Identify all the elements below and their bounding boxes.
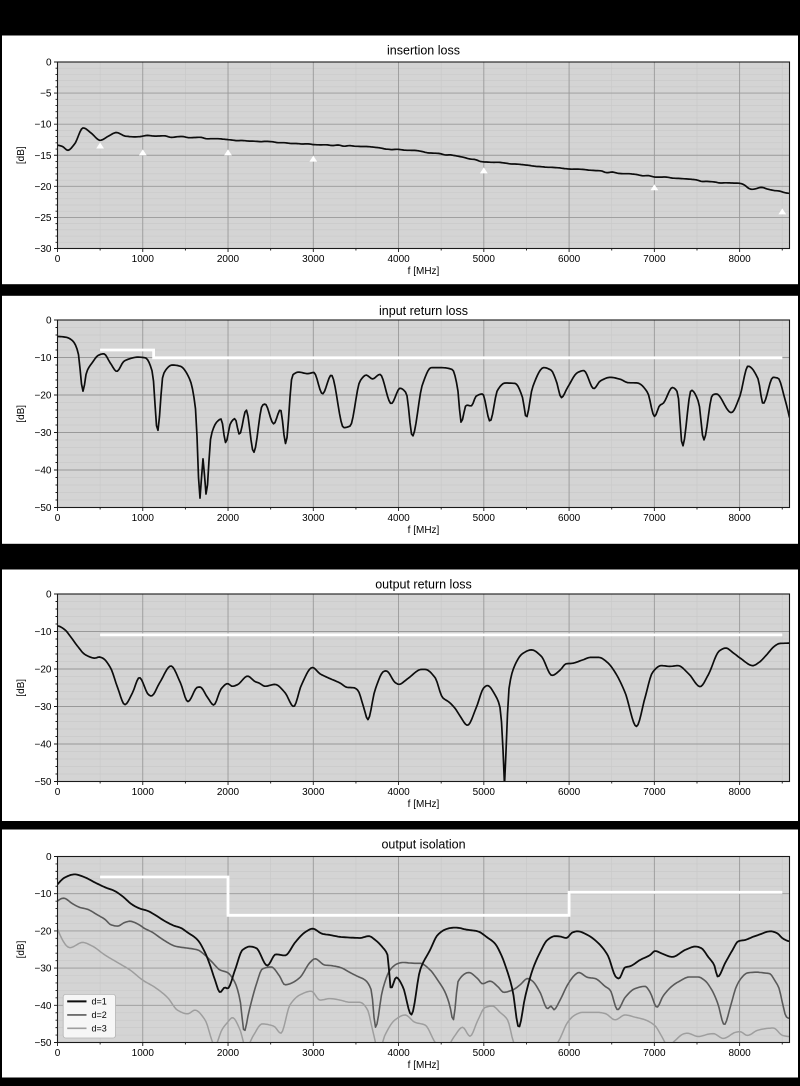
svg-text:0: 0 [55, 787, 61, 798]
svg-text:5000: 5000 [473, 513, 496, 524]
svg-text:7000: 7000 [643, 254, 666, 265]
svg-text:1000: 1000 [132, 254, 155, 265]
svg-text:−40: −40 [35, 740, 52, 751]
svg-text:−25: −25 [35, 213, 52, 224]
svg-text:3000: 3000 [302, 254, 325, 265]
svg-text:0: 0 [55, 513, 61, 524]
svg-text:3000: 3000 [302, 787, 325, 798]
svg-text:input return loss: input return loss [379, 304, 468, 318]
svg-text:0: 0 [46, 58, 52, 69]
svg-text:6000: 6000 [558, 513, 581, 524]
svg-text:−30: −30 [35, 702, 52, 713]
svg-text:8000: 8000 [728, 1048, 751, 1059]
svg-text:−40: −40 [35, 1001, 52, 1012]
svg-text:f [MHz]: f [MHz] [408, 799, 440, 810]
svg-text:8000: 8000 [728, 513, 751, 524]
svg-text:−40: −40 [35, 466, 52, 477]
svg-text:5000: 5000 [473, 1048, 496, 1059]
svg-text:−10: −10 [35, 353, 52, 364]
svg-text:d=1: d=1 [92, 997, 107, 1007]
svg-text:2000: 2000 [217, 254, 240, 265]
svg-text:output isolation: output isolation [381, 838, 465, 852]
svg-text:3000: 3000 [302, 1048, 325, 1059]
svg-text:−10: −10 [35, 889, 52, 900]
svg-text:5000: 5000 [473, 254, 496, 265]
svg-text:0: 0 [46, 590, 52, 601]
svg-text:−10: −10 [35, 627, 52, 638]
svg-text:−50: −50 [35, 1038, 52, 1049]
svg-text:f [MHz]: f [MHz] [408, 1060, 440, 1071]
svg-text:insertion loss: insertion loss [387, 44, 460, 58]
svg-text:4000: 4000 [387, 254, 410, 265]
svg-text:[dB]: [dB] [16, 940, 27, 958]
svg-text:[dB]: [dB] [16, 146, 27, 164]
svg-text:−20: −20 [35, 182, 52, 193]
svg-text:2000: 2000 [217, 1048, 240, 1059]
svg-text:4000: 4000 [387, 1048, 410, 1059]
svg-text:−30: −30 [35, 244, 52, 255]
svg-text:7000: 7000 [643, 513, 666, 524]
svg-text:−20: −20 [35, 665, 52, 676]
svg-text:−15: −15 [35, 151, 52, 162]
svg-text:8000: 8000 [728, 787, 751, 798]
svg-text:7000: 7000 [643, 787, 666, 798]
svg-text:6000: 6000 [558, 1048, 581, 1059]
svg-text:f [MHz]: f [MHz] [408, 525, 440, 536]
svg-text:8000: 8000 [728, 254, 751, 265]
svg-text:3000: 3000 [302, 513, 325, 524]
svg-text:2000: 2000 [217, 787, 240, 798]
svg-text:0: 0 [55, 254, 61, 265]
svg-text:4000: 4000 [387, 513, 410, 524]
svg-text:−50: −50 [35, 503, 52, 514]
svg-text:5000: 5000 [473, 787, 496, 798]
svg-text:−20: −20 [35, 391, 52, 402]
svg-text:−10: −10 [35, 120, 52, 131]
svg-text:−20: −20 [35, 926, 52, 937]
svg-text:1000: 1000 [132, 1048, 155, 1059]
svg-text:d=3: d=3 [92, 1024, 107, 1034]
svg-text:−5: −5 [40, 89, 52, 100]
svg-text:−30: −30 [35, 428, 52, 439]
svg-text:−50: −50 [35, 777, 52, 788]
svg-text:0: 0 [55, 1048, 61, 1059]
svg-text:7000: 7000 [643, 1048, 666, 1059]
svg-text:d=2: d=2 [92, 1010, 107, 1020]
svg-text:2000: 2000 [217, 513, 240, 524]
svg-text:−30: −30 [35, 964, 52, 975]
svg-text:[dB]: [dB] [16, 405, 27, 423]
svg-text:output return loss: output return loss [375, 578, 472, 592]
svg-text:f [MHz]: f [MHz] [408, 266, 440, 277]
svg-text:6000: 6000 [558, 787, 581, 798]
svg-text:1000: 1000 [132, 513, 155, 524]
svg-text:[dB]: [dB] [16, 679, 27, 697]
svg-text:6000: 6000 [558, 254, 581, 265]
svg-text:0: 0 [46, 852, 52, 863]
svg-text:0: 0 [46, 316, 52, 327]
svg-text:4000: 4000 [387, 787, 410, 798]
svg-text:1000: 1000 [132, 787, 155, 798]
